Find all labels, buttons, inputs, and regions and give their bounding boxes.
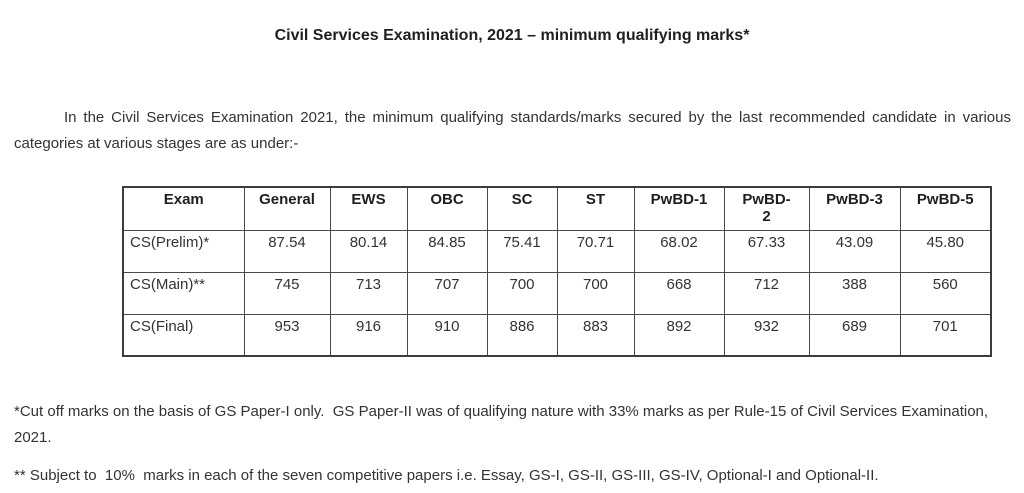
table-cell: 388 — [808, 271, 901, 315]
table-row-final: CS(Final) 953 916 910 886 883 892 932 68… — [122, 313, 992, 357]
table-cell: 916 — [329, 313, 408, 357]
column-header-general: General — [243, 186, 331, 231]
row-label-prelim: CS(Prelim)* — [122, 229, 245, 273]
intro-paragraph: In the Civil Services Examination 2021, … — [14, 109, 1011, 152]
table-cell: 84.85 — [406, 229, 488, 273]
table-row-main: CS(Main)** 745 713 707 700 700 668 712 3… — [122, 271, 992, 315]
column-header-exam: Exam — [122, 186, 245, 231]
column-header-pwbd1: PwBD-1 — [633, 186, 725, 231]
column-header-pwbd3: PwBD-3 — [808, 186, 901, 231]
table-cell: 75.41 — [486, 229, 558, 273]
table-cell: 892 — [633, 313, 725, 357]
column-header-pwbd2: PwBD- 2 — [723, 186, 810, 231]
footnote-prelim-cutoff: *Cut off marks on the basis of GS Paper-… — [14, 403, 993, 446]
table-cell: 707 — [406, 271, 488, 315]
table-cell: 87.54 — [243, 229, 331, 273]
table-cell: 689 — [808, 313, 901, 357]
row-label-final: CS(Final) — [122, 313, 245, 357]
footnote-main-subject: ** Subject to 10% marks in each of the s… — [14, 467, 879, 484]
table-cell: 953 — [243, 313, 331, 357]
table-cell: 43.09 — [808, 229, 901, 273]
table-cell: 886 — [486, 313, 558, 357]
table-cell: 80.14 — [329, 229, 408, 273]
table-cell: 70.71 — [556, 229, 635, 273]
table-cell: 712 — [723, 271, 810, 315]
page-title: Civil Services Examination, 2021 – minim… — [274, 27, 750, 44]
table-cell: 700 — [486, 271, 558, 315]
column-header-st: ST — [556, 186, 635, 231]
table-cell: 883 — [556, 313, 635, 357]
table-cell: 700 — [556, 271, 635, 315]
table-cell: 67.33 — [723, 229, 810, 273]
table-cell: 713 — [329, 271, 408, 315]
table-cell: 68.02 — [633, 229, 725, 273]
column-header-ews: EWS — [329, 186, 408, 231]
table-cell: 45.80 — [899, 229, 992, 273]
table-cell: 910 — [406, 313, 488, 357]
qualifying-marks-table: Exam General EWS OBC SC ST PwBD-1 PwBD- … — [122, 186, 992, 357]
column-header-sc: SC — [486, 186, 558, 231]
column-header-pwbd5: PwBD-5 — [899, 186, 992, 231]
table-cell: 932 — [723, 313, 810, 357]
table-cell: 560 — [899, 271, 992, 315]
table-cell: 745 — [243, 271, 331, 315]
table-cell: 701 — [899, 313, 992, 357]
table-cell: 668 — [633, 271, 725, 315]
row-label-main: CS(Main)** — [122, 271, 245, 315]
table-row-prelim: CS(Prelim)* 87.54 80.14 84.85 75.41 70.7… — [122, 229, 992, 273]
table-header-row: Exam General EWS OBC SC ST PwBD-1 PwBD- … — [122, 186, 992, 231]
column-header-obc: OBC — [406, 186, 488, 231]
